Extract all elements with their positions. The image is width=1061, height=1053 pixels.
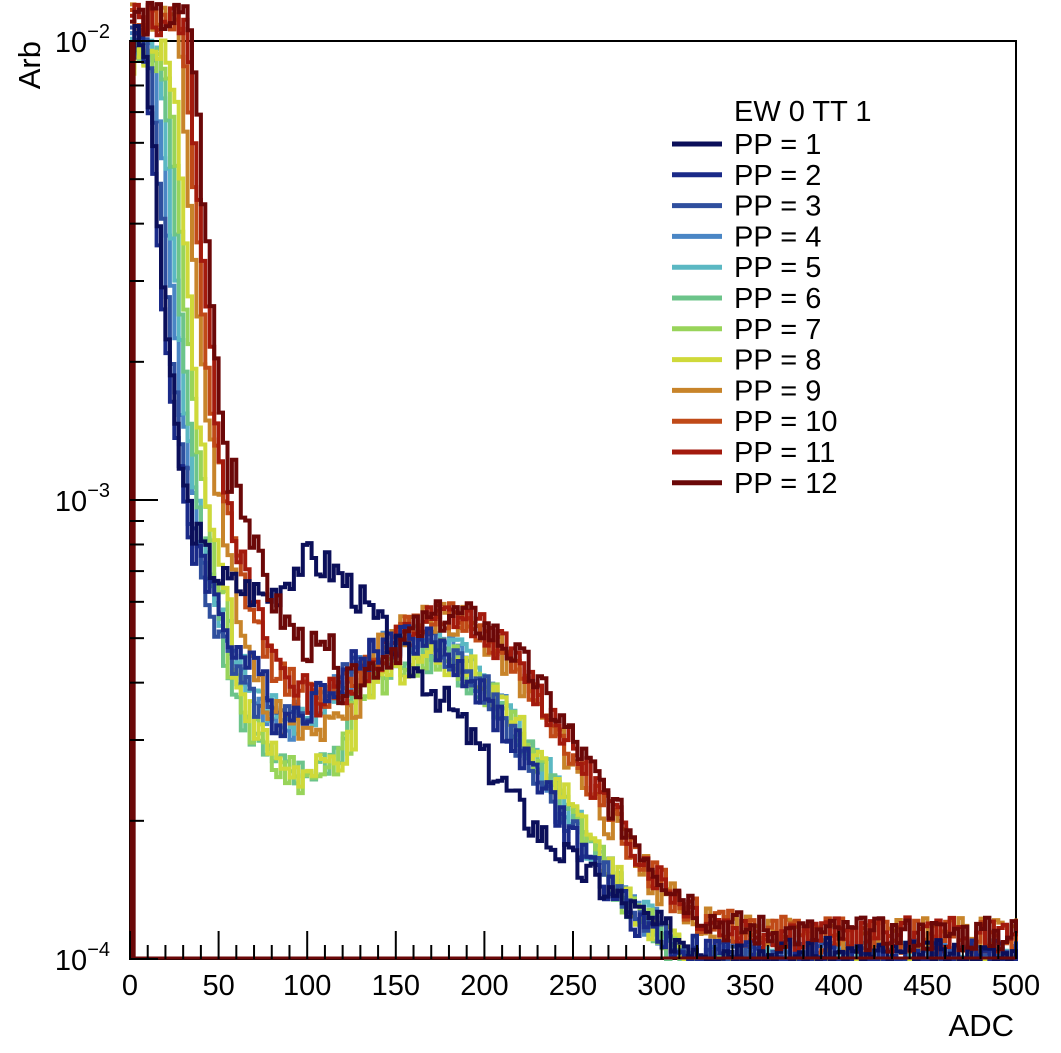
x-tick-label: 100: [283, 970, 331, 1002]
legend-entry-label: PP = 5: [734, 252, 821, 284]
series-line-pp-3: [130, 25, 1018, 961]
x-tick-label: 250: [549, 970, 597, 1002]
x-tick-label: 300: [637, 970, 685, 1002]
x-tick-label: 0: [122, 970, 138, 1002]
y-tick-label: 10−2: [55, 21, 110, 59]
y-tick-label: 10−3: [55, 480, 110, 518]
legend-entry-label: PP = 3: [734, 191, 821, 223]
x-tick-label: 450: [903, 970, 951, 1002]
x-axis-title: ADC: [949, 1008, 1014, 1043]
legend: EW 0 TT 1 PP = 1PP = 2PP = 3PP = 4PP = 5…: [672, 96, 872, 500]
legend-entry-label: PP = 8: [734, 345, 821, 377]
axis-layer: 0 50 100 150 200 250 300 350 400 450 500 10−4 10−3 10…: [55, 21, 1040, 1002]
legend-entry-label: PP = 4: [734, 221, 821, 253]
series-line-pp-12: [130, 0, 1018, 954]
x-tick-label: 500: [992, 970, 1040, 1002]
x-tick-label: 400: [815, 970, 863, 1002]
x-tick-label: 50: [202, 970, 234, 1002]
legend-entry-label: PP = 11: [734, 437, 835, 469]
series-line-pp-10: [130, 3, 1018, 955]
legend-entry-label: PP = 2: [734, 160, 821, 192]
legend-header: EW 0 TT 1: [734, 96, 872, 128]
x-tick-label: 200: [460, 970, 508, 1002]
y-axis-title: Arb: [12, 41, 47, 89]
legend-entry-label: PP = 7: [734, 314, 821, 346]
legend-entry-label: PP = 9: [734, 375, 821, 407]
series-layer: [129, 0, 1018, 961]
legend-entry-label: PP = 6: [734, 283, 821, 315]
legend-entry-label: PP = 12: [734, 468, 837, 500]
series-line-pp-2: [130, 31, 1018, 961]
legend-entry-label: PP = 1: [734, 129, 821, 161]
y-tick-label: 10−4: [55, 939, 110, 977]
x-tick-label: 150: [372, 970, 420, 1002]
x-tick-label: 350: [726, 970, 774, 1002]
legend-entry-label: PP = 10: [734, 406, 837, 438]
